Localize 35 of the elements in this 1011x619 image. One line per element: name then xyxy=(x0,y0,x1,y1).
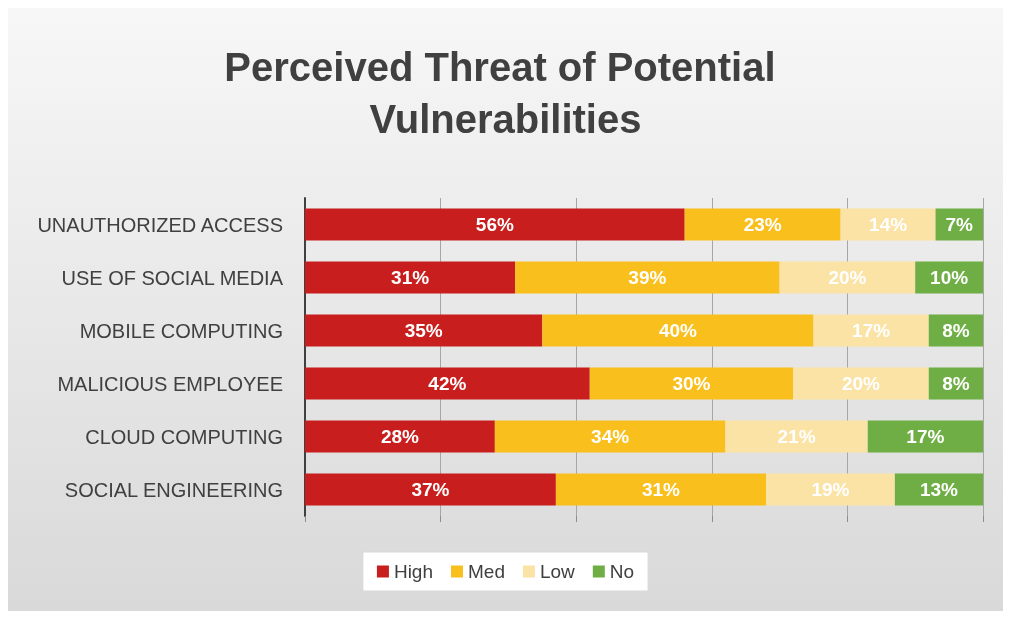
data-label: 42% xyxy=(428,373,467,394)
data-label: 39% xyxy=(628,267,667,288)
data-label: 7% xyxy=(945,214,974,235)
legend-label: Low xyxy=(539,561,576,582)
data-label: 13% xyxy=(919,479,959,500)
data-label: 28% xyxy=(380,426,420,447)
y-tick-label: MOBILE COMPUTING xyxy=(79,319,283,342)
data-label: 19% xyxy=(811,479,850,500)
data-label: 14% xyxy=(869,214,908,235)
data-label: 30% xyxy=(672,373,711,394)
data-label: 8% xyxy=(942,320,970,341)
legend-label: No xyxy=(609,561,635,582)
data-label: 10% xyxy=(930,267,969,288)
y-tick-label: USE OF SOCIAL MEDIA xyxy=(61,266,284,289)
y-tick-label: SOCIAL ENGINEERING xyxy=(64,478,283,501)
data-label: 20% xyxy=(828,267,867,288)
data-label: 23% xyxy=(743,214,782,235)
chart-title: Perceived Threat of Potential Vulnerabilities xyxy=(224,45,787,141)
data-label: 17% xyxy=(852,320,891,341)
data-label: 56% xyxy=(475,214,514,235)
data-label: 37% xyxy=(411,479,450,500)
y-tick-label: UNAUTHORIZED ACCESS xyxy=(37,213,283,236)
legend-label: Med xyxy=(467,561,505,582)
data-label: 40% xyxy=(658,320,698,341)
data-label: 34% xyxy=(591,426,630,447)
data-label: 17% xyxy=(906,426,945,447)
y-tick-label: MALICIOUS EMPLOYEE xyxy=(57,372,283,395)
data-label: 35% xyxy=(404,320,443,341)
data-label: 31% xyxy=(391,267,430,288)
data-label: 21% xyxy=(777,426,816,447)
data-label: 20% xyxy=(841,373,881,394)
data-label: 8% xyxy=(942,373,970,394)
y-tick-label: CLOUD COMPUTING xyxy=(85,425,283,448)
legend-label: High xyxy=(393,561,433,582)
data-label: 31% xyxy=(641,479,681,500)
